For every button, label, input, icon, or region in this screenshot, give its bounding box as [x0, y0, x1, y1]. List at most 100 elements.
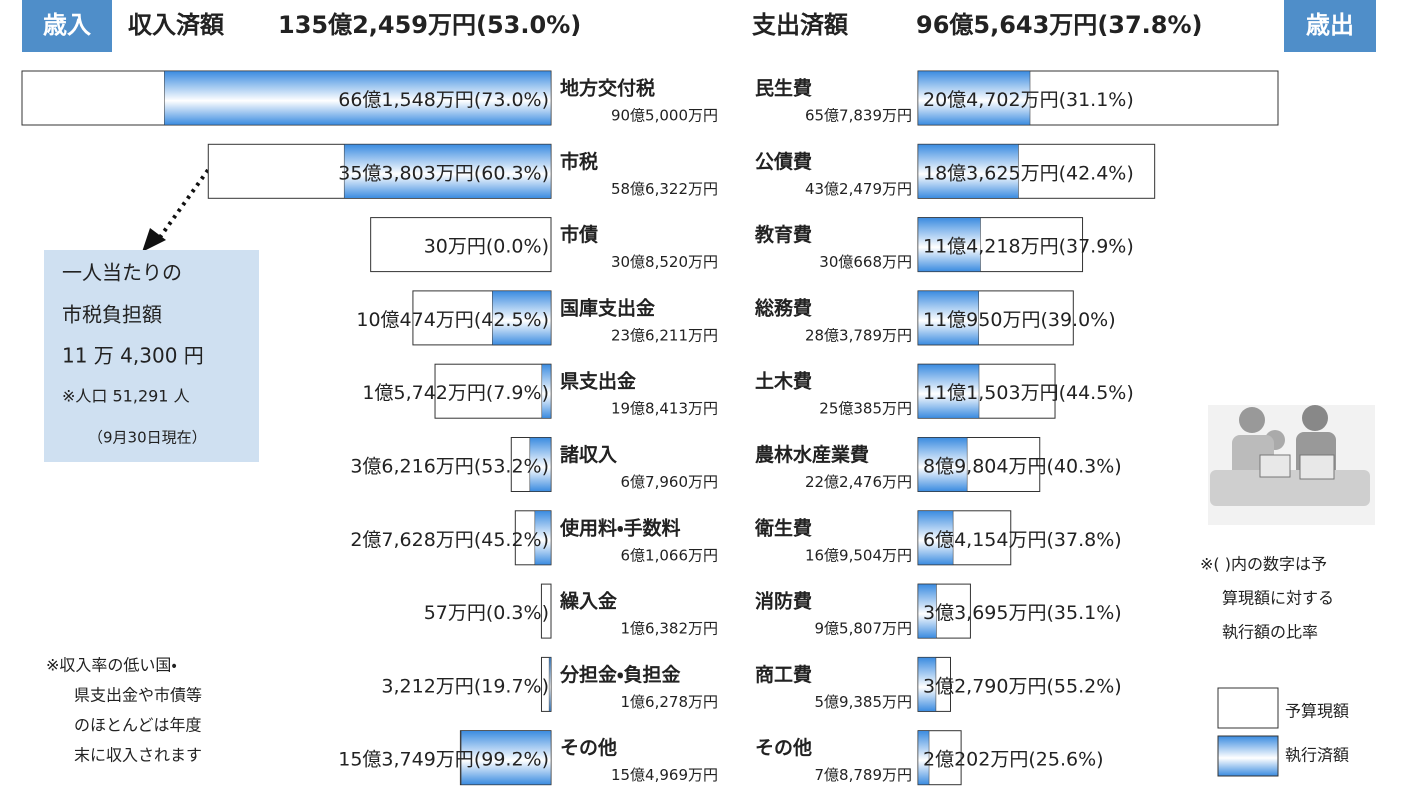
executed-label: 18億3,625万円(42.4%) — [923, 162, 1134, 184]
rate: (53.2%) — [474, 455, 549, 477]
budget-label: 90億5,000万円 — [611, 107, 718, 125]
info-line: 11 万 4,300 円 — [62, 344, 204, 368]
page: {"header": { "revenue_tag": "歳入", "reven… — [0, 0, 1415, 787]
item-name: 使用料・手数料 — [559, 516, 680, 539]
note-line: 執行額の比率 — [1222, 623, 1318, 642]
rate: (37.9%) — [1059, 235, 1134, 257]
rate: (37.8%) — [1046, 528, 1121, 550]
executed-amount: 35億3,803万円 — [338, 162, 474, 184]
item-name: 民生費 — [755, 77, 812, 100]
budget-label: 23億6,211万円 — [611, 326, 718, 344]
note-line: のほとんどは年度 — [74, 716, 202, 735]
executed-label: 3億3,695万円(35.1%) — [923, 602, 1122, 624]
expenditure-tag: 歳出 — [1306, 11, 1354, 39]
note-line: 算現額に対する — [1222, 589, 1334, 608]
executed-bar — [549, 657, 551, 711]
item-name: 市債 — [560, 223, 598, 246]
rate: (45.2%) — [474, 528, 549, 550]
chart: 歳入 収入済額 135億2,459万円(53.0%) 支出済額 96億5,643… — [0, 0, 1415, 787]
rate: (0.0%) — [486, 235, 549, 257]
executed-amount: 15億3,749万円 — [338, 748, 474, 770]
budget-label: 25億385万円 — [819, 400, 912, 418]
executed-amount: 10億474万円 — [356, 308, 473, 330]
rate: (39.0%) — [1040, 308, 1115, 330]
info-line: （9月30日現在） — [88, 429, 207, 447]
budget-label: 9億5,807万円 — [815, 620, 913, 638]
executed-amount: 30万円 — [424, 235, 486, 257]
executed-label: 11億1,503万円(44.5%) — [923, 382, 1134, 404]
note-line: ※収入率の低い国・ — [46, 656, 177, 675]
executed-amount: 1億5,742万円 — [362, 382, 485, 404]
note-line: ※( )内の数字は予 — [1200, 555, 1327, 574]
executed-amount: 11億1,503万円 — [923, 382, 1059, 404]
rate: (25.6%) — [1028, 748, 1103, 770]
executed-amount: 57万円 — [424, 602, 486, 624]
item-name: その他 — [560, 736, 617, 759]
info-line: ※人口 51,291 人 — [62, 387, 190, 406]
rate: (0.3%) — [486, 602, 549, 624]
budget-label: 43億2,479万円 — [805, 180, 912, 198]
executed-label: 8億9,804万円(40.3%) — [923, 455, 1122, 477]
budget-label: 58億6,322万円 — [611, 180, 718, 198]
note-line: 末に収入されます — [74, 746, 202, 765]
rate: (73.0%) — [474, 89, 549, 111]
expenditure-caption: 支出済額 — [752, 11, 849, 39]
executed-amount: 3億6,216万円 — [350, 455, 473, 477]
budget-label: 6億7,960万円 — [621, 473, 719, 491]
item-name: 商工費 — [755, 663, 812, 686]
executed-amount: 18億3,625万円 — [923, 162, 1059, 184]
executed-label: 66億1,548万円(73.0%) — [338, 89, 549, 111]
executed-amount: 20億4,702万円 — [923, 89, 1059, 111]
executed-label: 15億3,749万円(99.2%) — [338, 748, 549, 770]
rate: (19.7%) — [474, 675, 549, 697]
revenue-tag: 歳入 — [43, 11, 91, 39]
rate: (42.5%) — [474, 308, 549, 330]
item-name: 繰入金 — [560, 590, 617, 613]
rate: (35.1%) — [1046, 602, 1121, 624]
item-name: 衛生費 — [754, 516, 812, 539]
executed-amount: 3,212万円 — [381, 675, 473, 697]
rate: (31.1%) — [1059, 89, 1134, 111]
executed-label: 6億4,154万円(37.8%) — [923, 528, 1122, 550]
rate: (37.8%) — [1097, 11, 1202, 39]
executed-label: 30万円(0.0%) — [424, 235, 549, 257]
executed-label: 1億5,742万円(7.9%) — [362, 382, 549, 404]
budget-label: 15億4,969万円 — [611, 766, 718, 784]
executed-amount: 3億3,695万円 — [923, 602, 1046, 624]
arrow — [158, 170, 208, 240]
expenditure-total: 96億5,643万円(37.8%) — [916, 11, 1203, 39]
budget-label: 16億9,504万円 — [805, 546, 912, 564]
executed-label: 2億202万円(25.6%) — [923, 748, 1104, 770]
total: 135億2,459万円 — [278, 11, 476, 39]
illustration — [1208, 405, 1375, 525]
executed-label: 57万円(0.3%) — [424, 602, 549, 624]
executed-label: 35億3,803万円(60.3%) — [338, 162, 549, 184]
note-line: 県支出金や市債等 — [74, 686, 202, 705]
budget-label: 22億2,476万円 — [805, 473, 912, 491]
executed-amount: 6億4,154万円 — [923, 528, 1046, 550]
executed-label: 3億2,790万円(55.2%) — [923, 675, 1122, 697]
legend-label: 予算現額 — [1285, 702, 1349, 721]
budget-label: 5億9,385万円 — [815, 693, 913, 711]
item-name: 土木費 — [755, 370, 812, 393]
rate: (99.2%) — [474, 748, 549, 770]
total: 96億5,643万円 — [916, 11, 1097, 39]
rate: (55.2%) — [1046, 675, 1121, 697]
budget-label: 30億668万円 — [819, 253, 912, 271]
item-name: 教育費 — [754, 223, 812, 246]
rate: (7.9%) — [486, 382, 549, 404]
budget-label: 6億1,066万円 — [621, 546, 719, 564]
info-line: 市税負担額 — [62, 303, 162, 327]
executed-amount: 66億1,548万円 — [338, 89, 474, 111]
item-name: その他 — [755, 736, 812, 759]
item-name: 諸収入 — [560, 443, 617, 466]
item-name: 国庫支出金 — [560, 296, 655, 319]
executed-amount: 2億202万円 — [923, 748, 1028, 770]
budget-label: 7億8,789万円 — [815, 766, 913, 784]
item-name: 分担金・負担金 — [559, 663, 680, 686]
rate: (44.5%) — [1059, 382, 1134, 404]
item-name: 地方交付税 — [560, 77, 655, 100]
budget-label: 19億8,413万円 — [611, 400, 718, 418]
executed-label: 3億6,216万円(53.2%) — [350, 455, 549, 477]
executed-label: 20億4,702万円(31.1%) — [923, 89, 1134, 111]
